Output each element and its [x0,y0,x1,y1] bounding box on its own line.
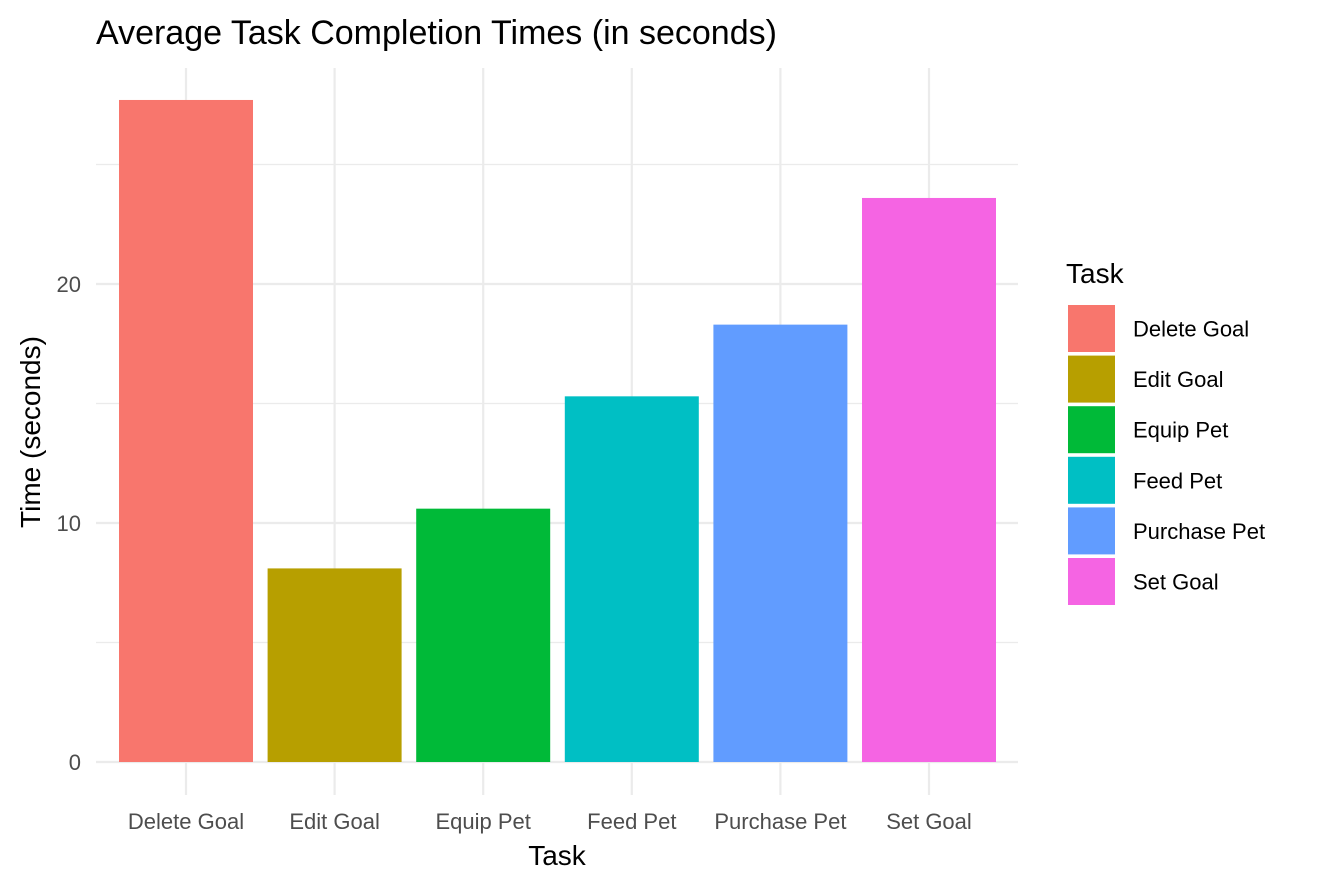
legend-key [1068,406,1115,454]
x-tick-label: Equip Pet [435,809,530,834]
bar-delete-goal [119,99,253,763]
x-tick-label: Delete Goal [128,809,244,834]
x-tick-label: Set Goal [886,809,972,834]
y-tick-label: 10 [57,511,81,536]
bars [119,99,996,763]
legend-key [1068,507,1115,555]
legend-key [1068,558,1115,605]
legend-label: Delete Goal [1133,317,1249,342]
bar-set-goal [862,197,996,762]
legend-label: Purchase Pet [1133,519,1265,544]
legend-label: Equip Pet [1133,418,1228,443]
y-tick-label: 0 [69,750,81,775]
bar-equip-pet [416,508,551,762]
legend-key [1068,305,1115,352]
legend-label: Feed Pet [1133,468,1222,493]
bar-purchase-pet [713,324,848,762]
x-axis-title: Task [528,840,587,871]
bar-edit-goal [267,568,402,762]
x-tick-label: Purchase Pet [714,809,846,834]
x-tick-label: Edit Goal [289,809,380,834]
y-axis-ticks: 0 10 20 [57,272,81,775]
legend-title: Task [1066,258,1125,289]
x-axis-ticks: Delete Goal Edit Goal Equip Pet Feed Pet Pur… [128,809,972,834]
x-tick-label: Feed Pet [587,809,676,834]
legend: Task Delete Goal Edit Goal Equip Pet Feed P… [1066,258,1265,605]
legend-key [1068,456,1115,504]
legend-label: Edit Goal [1133,367,1224,392]
legend-key [1068,355,1115,403]
chart-title: Average Task Completion Times (in second… [96,14,777,52]
y-axis-title: Time (seconds) [15,336,46,528]
legend-label: Set Goal [1133,570,1219,595]
bar-feed-pet [564,396,699,762]
legend-items: Delete Goal Edit Goal Equip Pet Feed Pet Pur… [1068,305,1265,605]
y-tick-label: 20 [57,272,81,297]
